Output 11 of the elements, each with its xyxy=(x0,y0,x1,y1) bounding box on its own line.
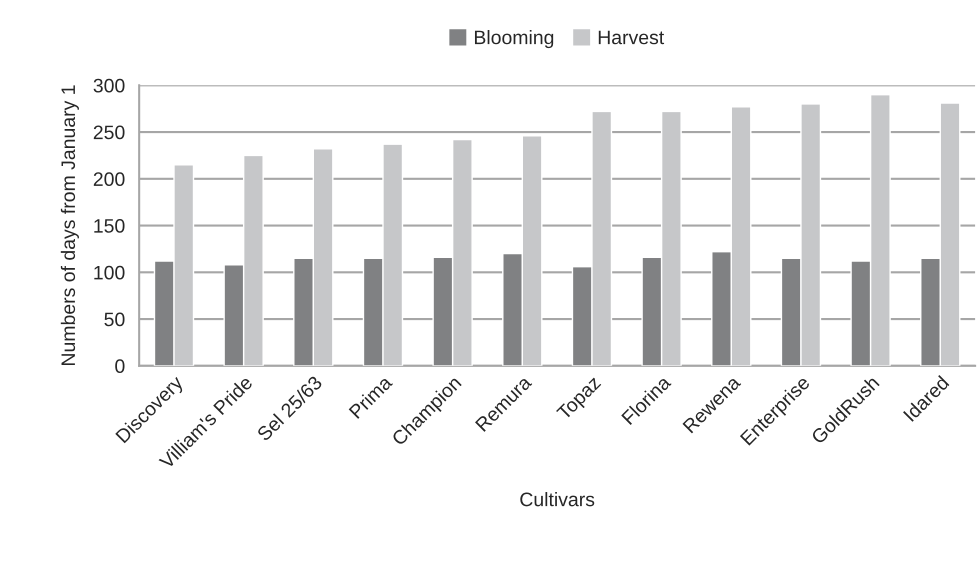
y-tick-label: 0 xyxy=(115,359,125,374)
y-tick-label: 200 xyxy=(94,172,125,186)
legend-label: Blooming xyxy=(474,30,554,48)
y-tick-label: 50 xyxy=(104,312,125,326)
y-tick-label: 150 xyxy=(94,218,125,233)
y-tick-label: 250 xyxy=(94,125,125,140)
legend-label: Harvest xyxy=(598,30,664,44)
y-axis-title: Numbers of days from January 1 xyxy=(60,85,79,365)
y-tick-label: 100 xyxy=(94,266,125,280)
y-tick-label: 300 xyxy=(94,78,125,93)
x-axis-title: Cultivars xyxy=(520,492,594,506)
